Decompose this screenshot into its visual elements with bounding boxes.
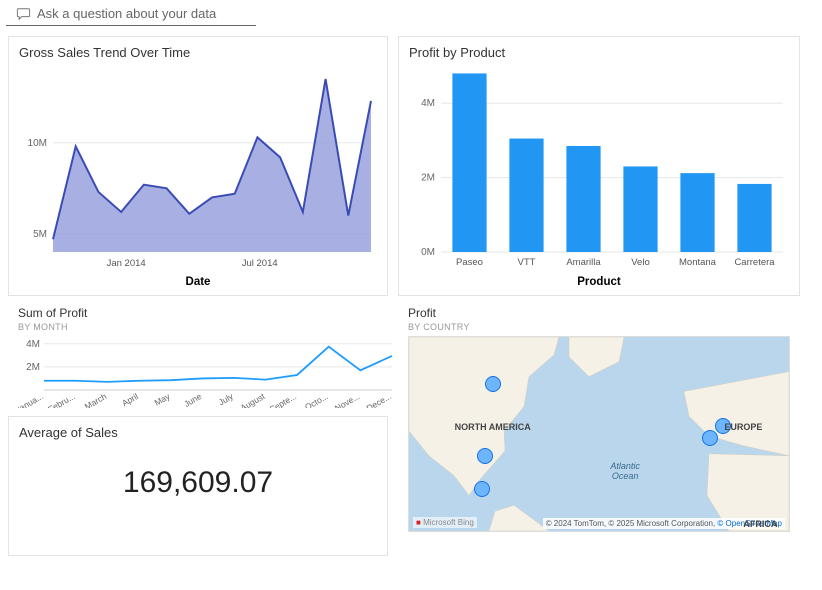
svg-text:Janua...: Janua... <box>18 391 45 408</box>
map-brand: ■ Microsoft Bing <box>413 517 477 528</box>
gross-sales-trend-card[interactable]: Gross Sales Trend Over Time 5M 10M Jan 201… <box>8 36 388 296</box>
map-region-label: EUROPE <box>724 422 762 432</box>
svg-text:Jan 2014: Jan 2014 <box>107 258 146 269</box>
kpi-value: 169,609.07 <box>19 466 377 500</box>
map-point[interactable] <box>485 376 501 392</box>
svg-text:VTT: VTT <box>518 257 536 268</box>
svg-text:5M: 5M <box>33 229 47 240</box>
qa-placeholder: Ask a question about your data <box>37 6 216 21</box>
svg-text:Amarilla: Amarilla <box>566 257 601 268</box>
svg-text:4M: 4M <box>26 339 40 350</box>
qa-input[interactable]: Ask a question about your data <box>6 0 256 26</box>
svg-text:August: August <box>239 391 267 408</box>
chart-title: Sum of Profit <box>18 306 378 320</box>
profit-by-country-card[interactable]: Profit BY COUNTRY ■ Microsoft Bing © 202… <box>398 306 800 556</box>
svg-text:Paseo: Paseo <box>456 257 483 268</box>
map-visual[interactable]: ■ Microsoft Bing © 2024 TomTom, © 2025 M… <box>408 336 790 532</box>
profit-by-product-card[interactable]: Profit by Product 0M 2M 4M Paseo VTT Amarilla… <box>398 36 800 296</box>
svg-text:Febru...: Febru... <box>46 391 76 408</box>
svg-text:2M: 2M <box>26 362 40 373</box>
svg-text:Jul 2014: Jul 2014 <box>242 258 278 269</box>
map-region-label: AFRICA <box>743 519 777 529</box>
svg-text:Dece...: Dece... <box>365 391 393 408</box>
ocean-label: Atlantic Ocean <box>610 461 640 481</box>
chart-subtitle: BY MONTH <box>18 322 378 332</box>
area-chart: 5M 10M Jan 2014 Jul 2014 <box>19 62 377 274</box>
svg-text:Velo: Velo <box>631 257 650 268</box>
map-svg <box>409 337 789 531</box>
x-axis-label: Product <box>409 276 789 288</box>
svg-text:Montana: Montana <box>679 257 717 268</box>
svg-text:2M: 2M <box>421 173 435 184</box>
map-region-label: NORTH AMERICA <box>455 422 531 432</box>
bar-chart: 0M 2M 4M Paseo VTT Amarilla Velo Montana Carrete… <box>409 62 789 274</box>
chart-title: Gross Sales Trend Over Time <box>19 45 377 60</box>
svg-text:Octo...: Octo... <box>303 391 330 408</box>
svg-text:Nove...: Nove... <box>333 391 361 408</box>
map-point[interactable] <box>477 448 493 464</box>
svg-text:May: May <box>153 391 173 408</box>
average-sales-card[interactable]: Average of Sales 169,609.07 <box>8 416 388 556</box>
svg-text:March: March <box>83 391 109 408</box>
chart-subtitle: BY COUNTRY <box>408 322 790 332</box>
map-point[interactable] <box>702 430 718 446</box>
kpi-title: Average of Sales <box>19 425 377 440</box>
svg-text:4M: 4M <box>421 98 435 109</box>
map-point[interactable] <box>474 481 490 497</box>
dashboard-grid: Gross Sales Trend Over Time 5M 10M Jan 201… <box>0 32 822 564</box>
x-axis-label: Date <box>19 276 377 288</box>
chat-icon <box>16 7 31 21</box>
svg-text:July: July <box>217 391 236 408</box>
svg-text:Septe...: Septe... <box>268 391 298 408</box>
svg-text:Carretera: Carretera <box>734 257 775 268</box>
chart-title: Profit by Product <box>409 45 789 60</box>
line-chart: 2M 4M Janua...Febru... March April May June Jul… <box>18 336 396 408</box>
svg-text:April: April <box>120 391 140 408</box>
sum-of-profit-card[interactable]: Sum of Profit BY MONTH 2M 4M Janua...Febru… <box>8 306 388 406</box>
svg-text:June: June <box>182 391 203 408</box>
chart-title: Profit <box>408 306 790 320</box>
svg-text:0M: 0M <box>421 247 435 258</box>
svg-text:10M: 10M <box>28 138 47 149</box>
